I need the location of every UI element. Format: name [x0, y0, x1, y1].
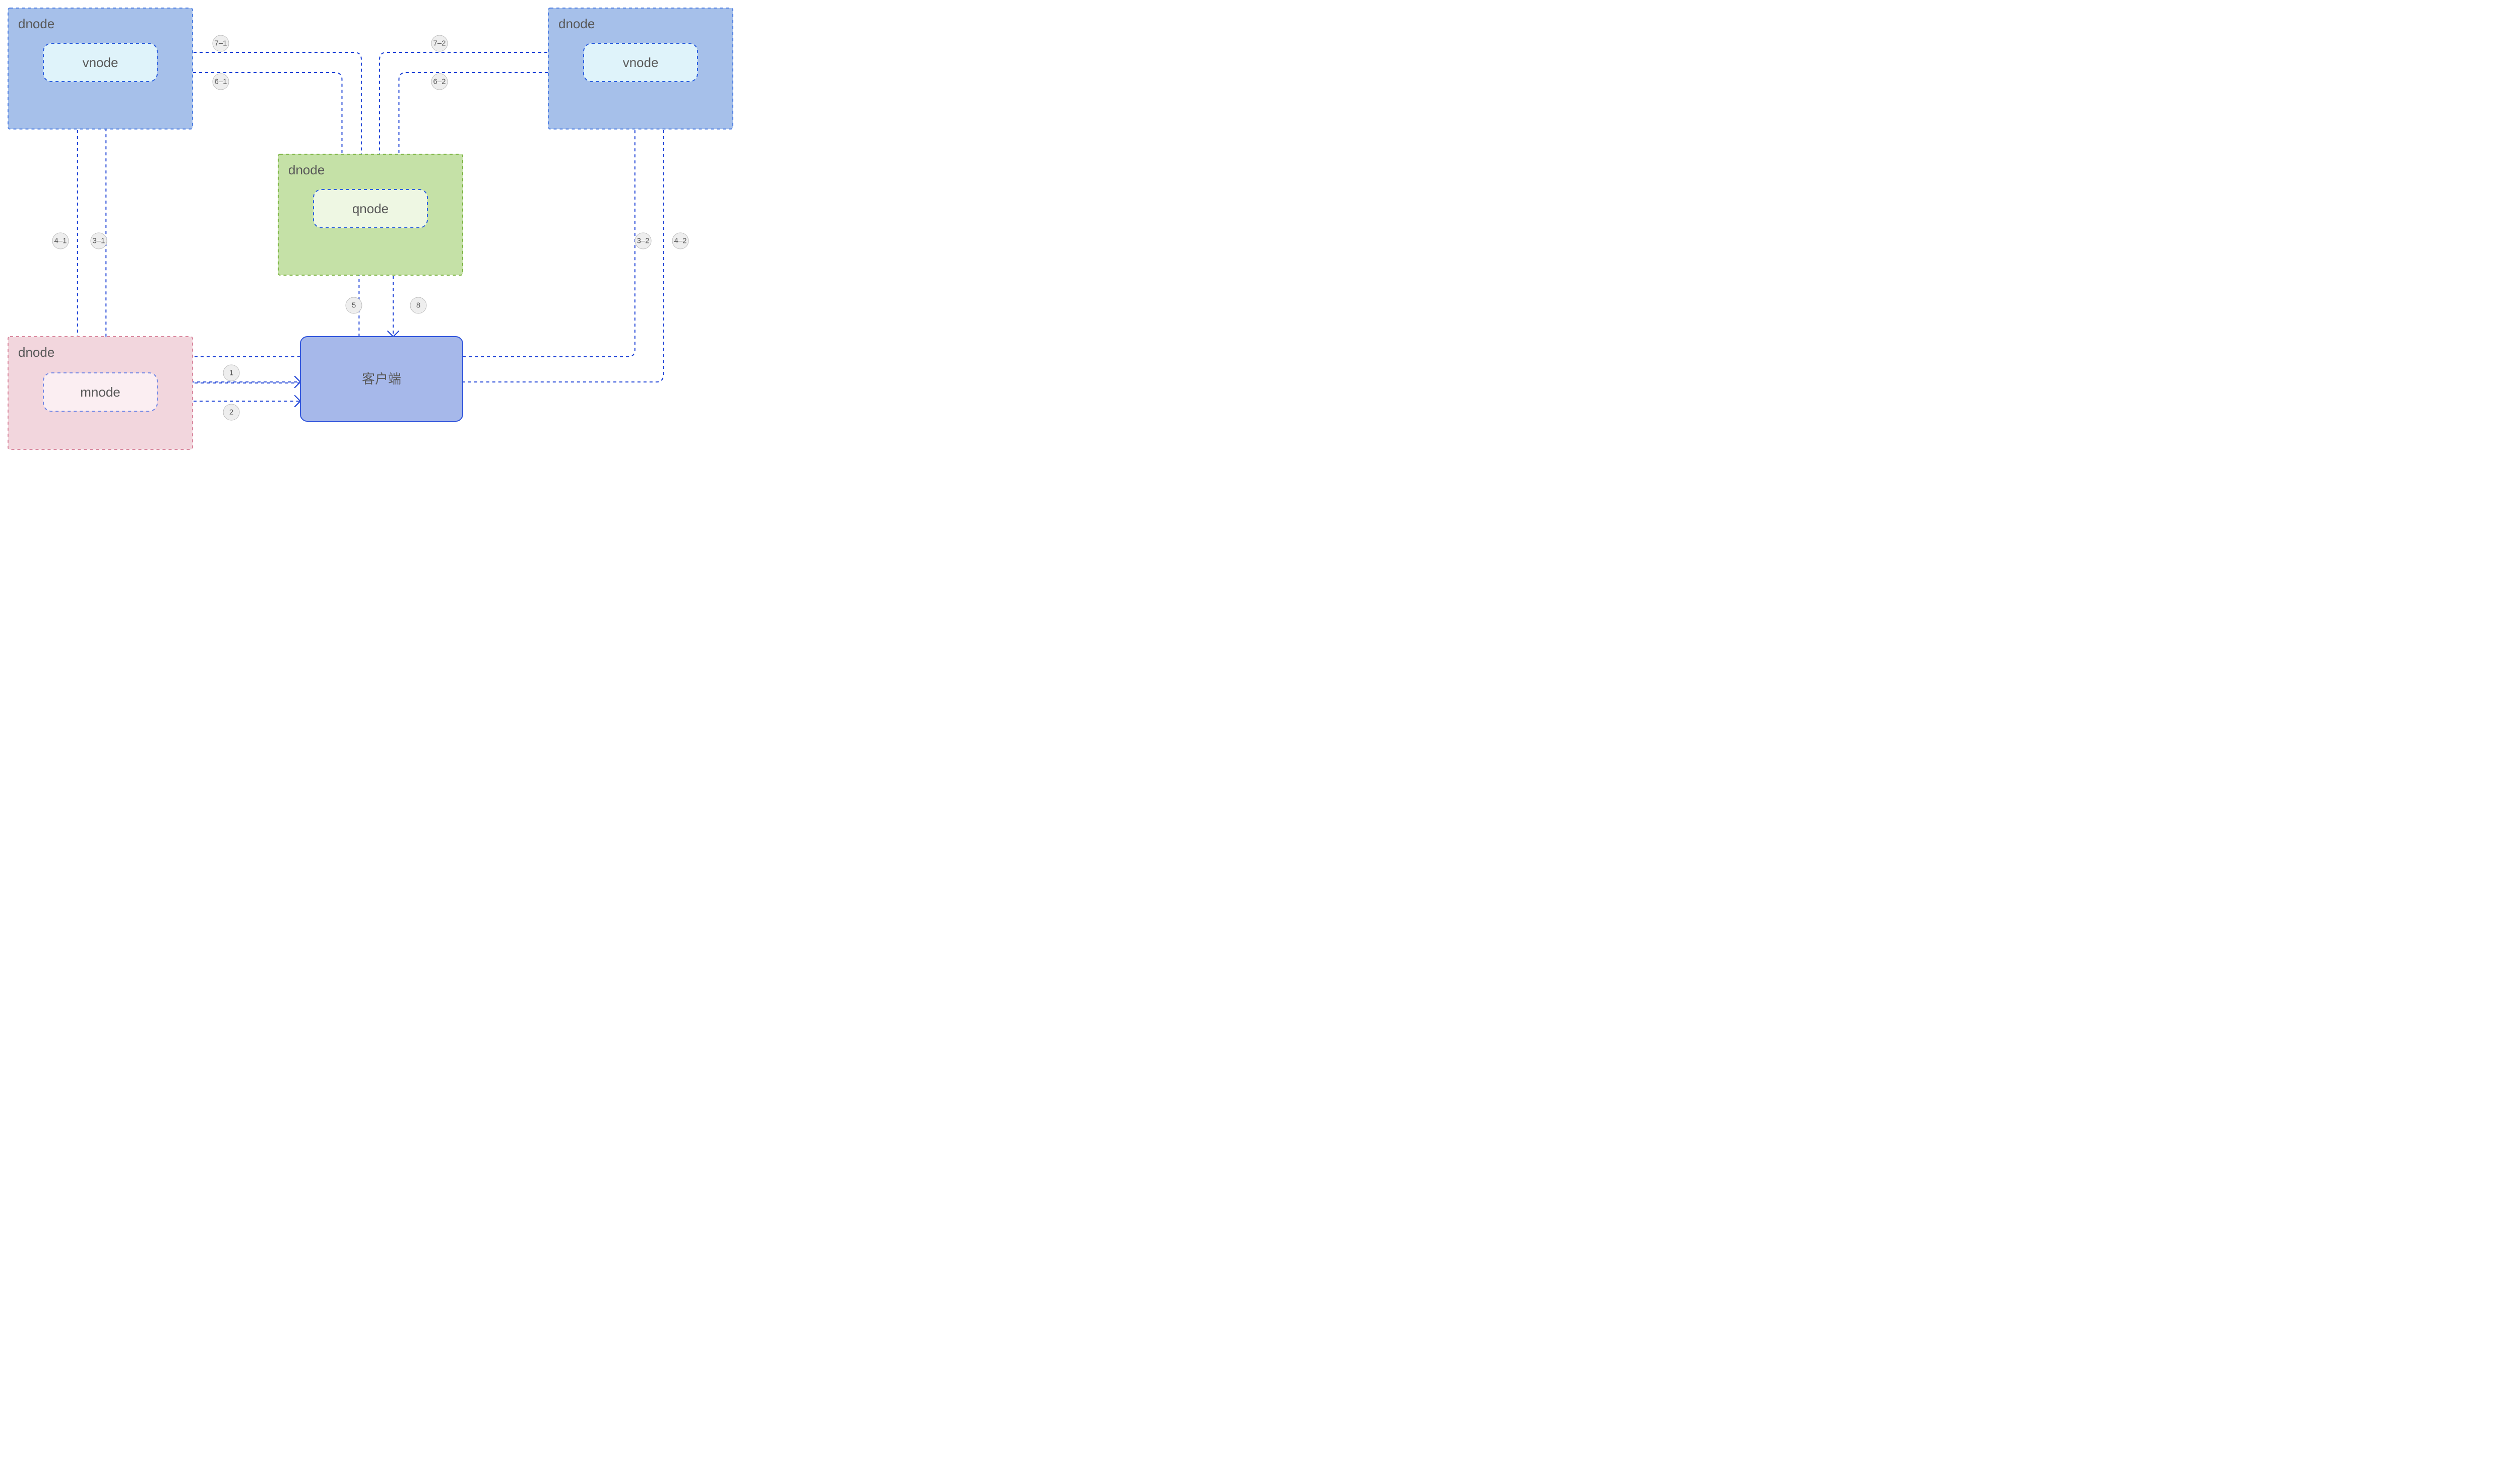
mnode-label: mnode — [80, 384, 120, 400]
svg-text:1: 1 — [229, 369, 233, 377]
edge-label-e2: 2 — [223, 404, 239, 420]
svg-text:3–2: 3–2 — [637, 237, 649, 245]
edge-label-e1: 1 — [223, 365, 239, 381]
client-label: 客户端 — [362, 371, 401, 387]
edge-label-e61: 6–1 — [213, 74, 229, 90]
diagram-root: dnode vnode dnode vnode dnode qnode dnode mnode… — [0, 0, 2520, 458]
dnode_mid-label: dnode — [288, 162, 325, 177]
vnode_l-label: vnode — [83, 55, 118, 70]
svg-text:3–1: 3–1 — [92, 237, 105, 245]
svg-text:5: 5 — [352, 301, 356, 310]
svg-text:8: 8 — [416, 301, 420, 310]
edge-label-e8: 8 — [410, 297, 426, 313]
edge-label-e41: 4–1 — [52, 233, 69, 249]
svg-text:6–2: 6–2 — [433, 78, 446, 86]
edge-label-e32: 3–2 — [635, 233, 651, 249]
svg-text:7–2: 7–2 — [433, 39, 446, 48]
edge-label-e5: 5 — [346, 297, 362, 313]
edge-label-e72: 7–2 — [431, 35, 448, 51]
svg-text:4–1: 4–1 — [54, 237, 67, 245]
svg-text:7–1: 7–1 — [214, 39, 227, 48]
dnode_bl-label: dnode — [18, 345, 54, 360]
dnode_tr-label: dnode — [558, 16, 595, 31]
edge-label-e42: 4–2 — [672, 233, 688, 249]
svg-text:6–1: 6–1 — [214, 78, 227, 86]
dnode_tl-label: dnode — [18, 16, 54, 31]
svg-text:2: 2 — [229, 408, 233, 417]
edge-label-e62: 6–2 — [431, 74, 448, 90]
svg-text:4–2: 4–2 — [674, 237, 686, 245]
qnode-label: qnode — [352, 201, 389, 216]
edge-label-e31: 3–1 — [91, 233, 107, 249]
vnode_r-label: vnode — [623, 55, 659, 70]
edge-label-e71: 7–1 — [213, 35, 229, 51]
